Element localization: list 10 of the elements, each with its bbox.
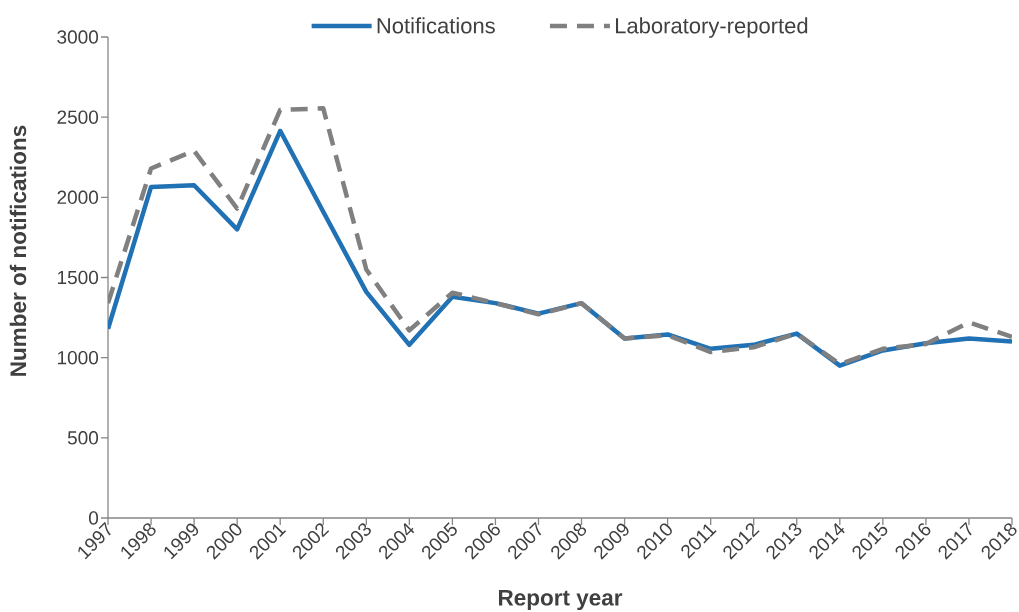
y-tick-label: 2000 bbox=[57, 190, 99, 205]
x-axis-title: Report year bbox=[498, 589, 623, 611]
y-tick-label: 1000 bbox=[57, 350, 99, 365]
legend-label: Notifications bbox=[377, 17, 495, 34]
legend-label: Laboratory-reported bbox=[616, 17, 808, 38]
y-axis-title: Number of notifications bbox=[9, 125, 27, 376]
y-tick-label: 1500 bbox=[57, 270, 99, 285]
y-tick-label: 2500 bbox=[57, 110, 99, 124]
y-tick-label: 3000 bbox=[57, 30, 99, 44]
y-tick-label: 500 bbox=[67, 431, 99, 445]
